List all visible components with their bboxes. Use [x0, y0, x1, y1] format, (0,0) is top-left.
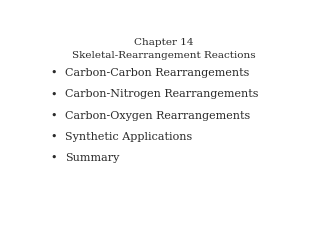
Text: •: •: [50, 90, 56, 99]
Text: Carbon-Nitrogen Rearrangements: Carbon-Nitrogen Rearrangements: [65, 90, 258, 99]
Text: •: •: [50, 132, 56, 142]
Text: Synthetic Applications: Synthetic Applications: [65, 132, 192, 142]
Text: Chapter 14
Skeletal-Rearrangement Reactions: Chapter 14 Skeletal-Rearrangement Reacti…: [72, 38, 256, 60]
Text: •: •: [50, 153, 56, 163]
Text: •: •: [50, 68, 56, 78]
Text: Carbon-Carbon Rearrangements: Carbon-Carbon Rearrangements: [65, 68, 249, 78]
Text: Carbon-Oxygen Rearrangements: Carbon-Oxygen Rearrangements: [65, 111, 250, 121]
Text: •: •: [50, 111, 56, 121]
Text: Summary: Summary: [65, 153, 119, 163]
